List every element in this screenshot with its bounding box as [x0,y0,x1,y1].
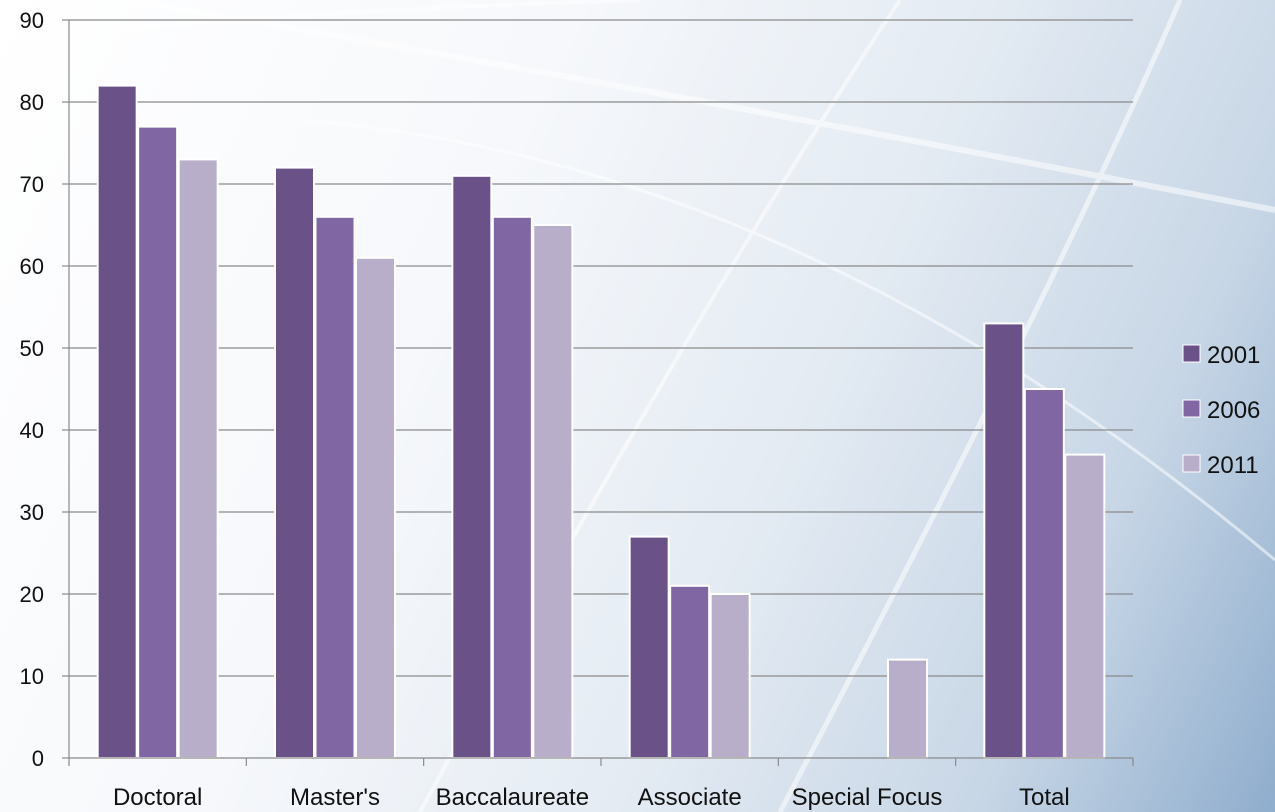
y-tick-label: 10 [20,664,44,689]
bar-2001-1 [274,166,315,760]
y-tick-label: 50 [20,336,44,361]
bar-2006-5 [1023,388,1065,759]
y-tick-label: 20 [20,582,44,607]
legend-swatch-2011 [1182,454,1201,473]
bar-2011-2 [532,224,574,759]
bar-2011-4 [887,658,928,759]
y-tick-label: 40 [20,418,44,443]
bars [96,84,1106,760]
y-tick-label: 0 [32,746,44,771]
legend-swatch-2001 [1182,344,1201,363]
bar-2011-5 [1064,453,1106,759]
y-tick-label: 90 [20,8,44,33]
legend-label-2011: 2011 [1207,452,1259,479]
bar-2006-0 [137,125,179,760]
bar-2001-2 [451,174,493,760]
bar-2011-1 [355,256,396,759]
x-category-label: Doctoral [113,784,202,811]
x-category-label: Baccalaureate [436,784,589,811]
y-tick-label: 80 [20,90,44,115]
legend-label-2001: 2001 [1207,342,1260,369]
bar-2001-0 [96,84,138,760]
legend-swatch-2006 [1182,399,1201,418]
y-tick-label: 70 [20,172,44,197]
y-tick-label: 30 [20,500,44,525]
y-axis-ticks: 0 10 20 30 40 50 60 70 80 90 [20,8,70,771]
bar-2011-0 [177,158,219,759]
bar-2006-3 [669,584,711,759]
y-tick-label: 60 [20,254,44,279]
gridlines [69,19,1133,677]
bar-2011-3 [709,593,751,759]
bar-2001-3 [628,535,670,759]
bar-2001-5 [983,322,1025,759]
x-axis: Doctoral Master's Baccalaureate Associate Sp… [68,757,1134,811]
x-category-label: Associate [638,784,742,811]
legend: 2001 2006 2011 [1182,342,1260,479]
bar-2006-1 [314,215,356,760]
legend-label-2006: 2006 [1207,397,1260,424]
x-category-label: Total [1019,784,1070,811]
x-category-label: Special Focus [792,784,943,811]
x-category-label: Master's [290,784,380,811]
bar-2006-2 [491,215,533,760]
